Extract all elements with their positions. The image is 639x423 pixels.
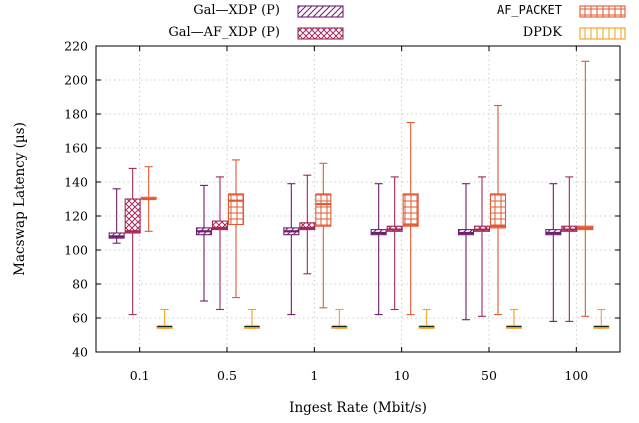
x-tick-label: 1 [310,368,318,383]
box-body [211,220,229,231]
box-body [299,222,316,231]
box-body [489,193,507,229]
box-3-5 [593,308,610,329]
box-3-1 [243,308,261,329]
box-2-4 [489,104,507,316]
legend-label-2: AF_PACKET [497,3,562,17]
box-2-2 [315,162,332,309]
y-tick-label: 60 [72,311,88,326]
y-tick-label: 40 [72,345,88,360]
legend: Gal—XDP (P) Gal—AF_XDP (P) AF_PACKET DPDK [168,3,626,40]
box-2-3 [402,121,419,316]
legend-label-1: Gal—AF_XDP (P) [168,25,280,40]
box-1-1 [211,176,229,311]
x-tick-label: 10 [394,368,410,383]
y-axis-label: Macswap Latency (µs) [12,122,28,276]
box-body [227,193,245,226]
box-3-3 [418,308,435,329]
y-tick-label: 220 [64,39,88,54]
legend-label-3: DPDK [523,25,563,40]
box-1-5 [561,176,578,322]
box-body [402,193,419,227]
box-1-3 [386,176,403,311]
box-2-0 [140,166,157,232]
x-tick-label: 0.5 [217,368,237,383]
plot-frame [95,45,621,353]
y-tick-label: 200 [64,73,88,88]
y-tick-label: 180 [64,107,88,122]
box-0-4 [457,183,475,321]
x-tick-label: 50 [481,368,497,383]
box-body [315,193,332,227]
box-0-0 [108,188,125,244]
legend-swatch-2 [579,5,626,18]
y-tick-label: 100 [64,243,88,258]
box-1-4 [473,176,491,317]
axes: 40 60 80 100 120 140 160 180 200 220 0.1 0.5 1 10 50 10… [64,39,620,383]
box-0-5 [545,183,562,322]
box-3-4 [505,308,523,329]
box-3-2 [331,308,348,329]
y-tick-label: 120 [64,209,88,224]
x-tick-label: 0.1 [130,368,150,383]
box-1-0 [124,167,141,316]
box-2-1 [227,159,245,299]
box-plot-series [108,60,610,329]
grid-lines [96,46,620,352]
box-2-5 [577,60,594,317]
box-0-2 [283,183,300,316]
legend-swatch-1 [297,27,344,40]
box-3-0 [156,308,173,329]
y-tick-label: 140 [64,175,88,190]
box-body [124,198,141,234]
box-0-1 [195,184,213,302]
y-tick-label: 80 [72,277,88,292]
box-0-3 [370,183,387,316]
legend-label-0: Gal—XDP (P) [193,3,280,18]
y-tick-label: 160 [64,141,88,156]
x-axis-label: Ingest Rate (Mbit/s) [289,400,427,416]
legend-swatch-3 [579,27,626,40]
box-1-2 [299,174,316,275]
legend-swatch-0 [297,5,344,18]
x-tick-label: 100 [564,368,588,383]
